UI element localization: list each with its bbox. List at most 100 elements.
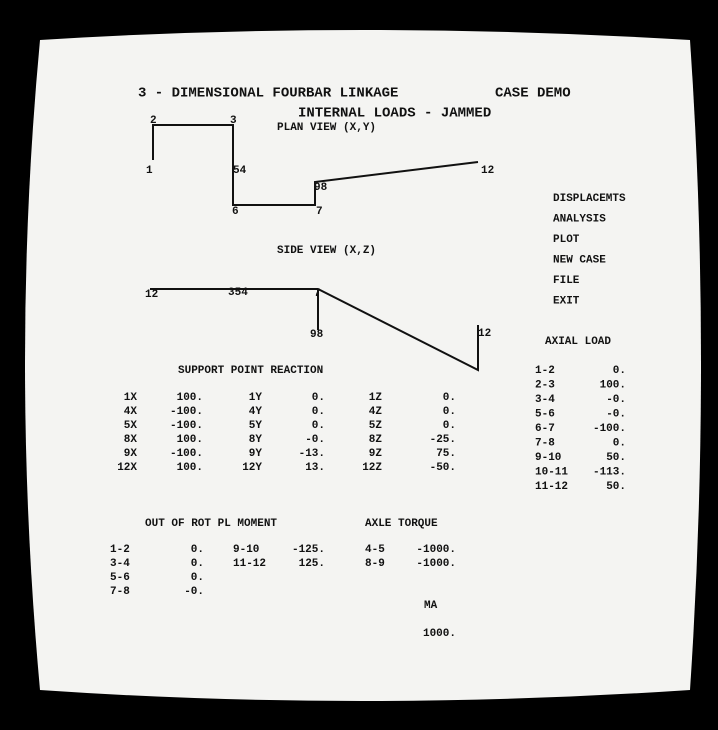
moment-member: 9-10 [233, 544, 259, 556]
axial-member: 10-11 [535, 466, 568, 478]
reaction-value: 100. [177, 462, 203, 474]
reaction-value: 0. [443, 392, 456, 404]
axial-member: 7-8 [535, 437, 555, 449]
node-label: 12 [478, 328, 491, 340]
node-label: 6 [232, 206, 239, 218]
reaction-label: 5Y [249, 420, 263, 432]
reaction-value: -25. [430, 434, 456, 446]
menu-item[interactable]: ANALYSIS [553, 213, 606, 225]
reaction-label: 1Y [249, 392, 263, 404]
side-view-title: SIDE VIEW (X,Z) [277, 245, 376, 257]
axial-member: 5-6 [535, 408, 555, 420]
node-label: 54 [233, 165, 247, 177]
torque-value: -1000. [416, 558, 456, 570]
reaction-value: -50. [430, 462, 456, 474]
axial-value: 0. [613, 365, 626, 377]
ma-value: 1000. [423, 628, 456, 640]
axial-member: 2-3 [535, 379, 555, 391]
reaction-label: 8Z [369, 434, 383, 446]
moment-member: 5-6 [110, 572, 130, 584]
node-label: 98 [314, 182, 328, 194]
reaction-value: -0. [305, 434, 325, 446]
moment-member: 1-2 [110, 544, 130, 556]
reaction-label: 9Y [249, 448, 263, 460]
reaction-value: 0. [443, 406, 456, 418]
axial-member: 1-2 [535, 365, 555, 377]
reaction-value: 0. [443, 420, 456, 432]
reaction-label: 4Z [369, 406, 383, 418]
reaction-value: 0. [312, 420, 325, 432]
node-label: 98 [310, 329, 324, 341]
torque-member: 4-5 [365, 544, 385, 556]
reaction-value: 100. [177, 434, 203, 446]
axial-title: AXIAL LOAD [545, 336, 611, 348]
reaction-label: 1Z [369, 392, 383, 404]
node-label: 12 [145, 289, 158, 301]
node-label: 7 [314, 288, 321, 300]
reaction-value: -100. [170, 420, 203, 432]
node-label: 354 [228, 287, 248, 299]
moment-member: 7-8 [110, 586, 130, 598]
case-name: CASE DEMO [495, 86, 571, 102]
moment-value: 0. [191, 544, 204, 556]
reaction-label: 12X [117, 462, 137, 474]
plan-view-title: PLAN VIEW (X,Y) [277, 122, 376, 134]
reaction-label: 8X [124, 434, 138, 446]
axial-value: 0. [613, 437, 626, 449]
reaction-label: 9X [124, 448, 138, 460]
reaction-label: 5X [124, 420, 138, 432]
subtitle: INTERNAL LOADS - JAMMED [298, 106, 491, 122]
node-label: 1 [146, 165, 153, 177]
menu-item[interactable]: NEW CASE [553, 254, 606, 266]
reaction-value: 75. [436, 448, 456, 460]
crt-screen: 3 - DIMENSIONAL FOURBAR LINKAGE CASE DEM… [0, 0, 718, 730]
reaction-label: 1X [124, 392, 138, 404]
reaction-label: 4X [124, 406, 138, 418]
reaction-label: 12Z [362, 462, 382, 474]
reaction-label: 9Z [369, 448, 383, 460]
reaction-value: 13. [305, 462, 325, 474]
reaction-value: -13. [299, 448, 325, 460]
axial-member: 6-7 [535, 423, 555, 435]
node-label: 3 [230, 115, 237, 127]
moment-member: 11-12 [233, 558, 266, 570]
axial-member: 9-10 [535, 452, 561, 464]
axle-torque-title: AXLE TORQUE [365, 518, 438, 530]
axial-value: 50. [606, 481, 626, 493]
axial-value: -0. [606, 394, 626, 406]
reaction-value: 0. [312, 406, 325, 418]
menu-item[interactable]: DISPLACEMTS [553, 193, 626, 205]
ma-label: MA [424, 600, 438, 612]
node-label: 7 [316, 206, 323, 218]
support-title: SUPPORT POINT REACTION [178, 365, 323, 377]
reaction-value: -100. [170, 448, 203, 460]
moment-value: -0. [184, 586, 204, 598]
moment-value: 0. [191, 572, 204, 584]
moment-member: 3-4 [110, 558, 130, 570]
torque-value: -1000. [416, 544, 456, 556]
axial-value: -100. [593, 423, 626, 435]
axial-member: 11-12 [535, 481, 568, 493]
axial-value: 50. [606, 452, 626, 464]
axial-value: -113. [593, 466, 626, 478]
menu-item[interactable]: PLOT [553, 234, 580, 246]
moment-title: OUT OF ROT PL MOMENT [145, 518, 277, 530]
moment-value: 125. [299, 558, 325, 570]
moment-value: 0. [191, 558, 204, 570]
reaction-label: 12Y [242, 462, 262, 474]
reaction-value: -100. [170, 406, 203, 418]
reaction-label: 5Z [369, 420, 383, 432]
axial-value: 100. [600, 379, 626, 391]
node-label: 12 [481, 165, 494, 177]
moment-value: -125. [292, 544, 325, 556]
node-label: 2 [150, 115, 157, 127]
menu-item[interactable]: EXIT [553, 295, 580, 307]
menu-item[interactable]: FILE [553, 275, 580, 287]
torque-member: 8-9 [365, 558, 385, 570]
reaction-value: 0. [312, 392, 325, 404]
reaction-label: 8Y [249, 434, 263, 446]
axial-value: -0. [606, 408, 626, 420]
title: 3 - DIMENSIONAL FOURBAR LINKAGE [138, 86, 398, 102]
reaction-label: 4Y [249, 406, 263, 418]
axial-member: 3-4 [535, 394, 555, 406]
